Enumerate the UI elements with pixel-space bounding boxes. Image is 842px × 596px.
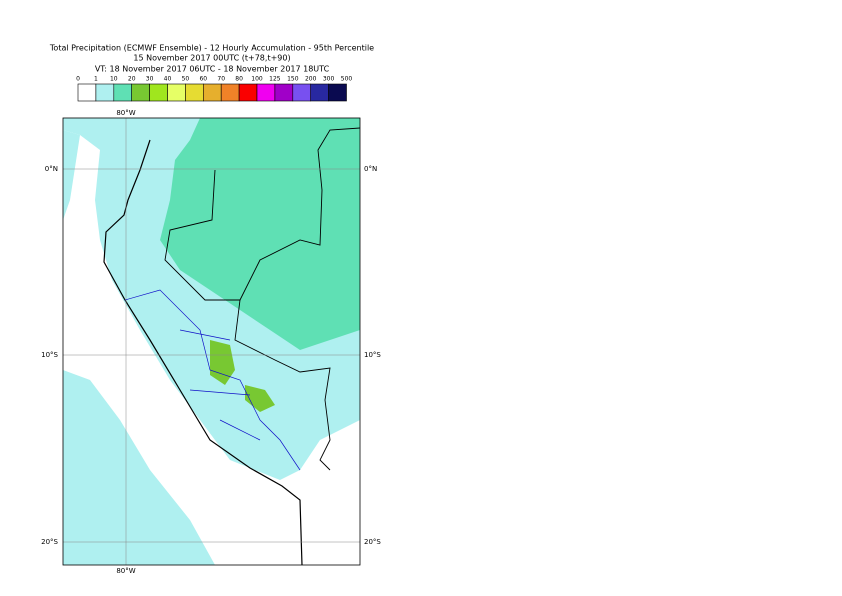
colorbar-label: 1 xyxy=(94,76,98,83)
precip-light xyxy=(63,370,215,565)
colorbar-label: 0 xyxy=(76,76,80,83)
lat-label: 20°S xyxy=(364,538,381,546)
colorbar-label: 70 xyxy=(217,76,225,83)
colorbar-label: 125 xyxy=(269,76,281,83)
colorbar-label: 500 xyxy=(341,76,353,83)
colorbar-swatch xyxy=(292,83,311,102)
colorbar-swatch xyxy=(256,83,276,102)
lat-label: 0°N xyxy=(364,165,377,173)
colorbar-label: 200 xyxy=(305,76,317,83)
colorbar-swatch xyxy=(113,83,133,102)
title-line: VT: 18 November 2017 06UTC - 18 November… xyxy=(95,65,330,74)
lat-label: 20°S xyxy=(41,538,58,546)
title-line: 15 November 2017 00UTC (t+78,t+90) xyxy=(133,54,290,63)
colorbar-label: 100 xyxy=(251,76,263,83)
precip-heavy xyxy=(210,340,235,385)
colorbar-label: 60 xyxy=(199,76,207,83)
colorbar-swatch xyxy=(328,83,347,102)
colorbar-swatch xyxy=(149,83,168,102)
lat-label: 10°S xyxy=(41,351,58,359)
colorbar-swatch xyxy=(185,83,204,102)
colorbar-label: 150 xyxy=(287,76,299,83)
colorbar-swatch xyxy=(131,83,150,102)
colorbar-label: 300 xyxy=(323,76,335,83)
colorbar-swatch xyxy=(203,83,222,102)
map: 80°W 80°W 0°N 0°N 10°S 10°S 20°S 20°S xyxy=(41,109,381,575)
colorbar-swatch xyxy=(95,83,115,102)
border xyxy=(234,299,331,471)
colorbar-label: 30 xyxy=(146,76,154,83)
region-border xyxy=(124,289,301,471)
grid-line xyxy=(63,118,360,565)
border xyxy=(164,127,360,301)
precip-moderate xyxy=(160,118,360,350)
colorbar-swatch xyxy=(77,83,97,102)
colorbar-label: 50 xyxy=(182,76,190,83)
colorbar-swatch xyxy=(167,83,186,102)
lat-label: 10°S xyxy=(364,351,381,359)
colorbar-swatch xyxy=(274,83,294,102)
lon-label: 80°W xyxy=(116,109,135,117)
colorbar-label: 80 xyxy=(235,76,243,83)
colorbar-label: 40 xyxy=(164,76,172,83)
colorbar: 0 1 10 20 30 40 50 60 70 80 100 125 150 200 300 500 xyxy=(76,76,352,102)
colorbar-swatch xyxy=(310,83,329,102)
colorbar-label: 10 xyxy=(110,76,118,83)
lat-label: 0°N xyxy=(45,165,58,173)
precip-light xyxy=(63,130,80,220)
colorbar-swatch xyxy=(238,83,258,102)
lon-label: 80°W xyxy=(116,567,135,575)
colorbar-label: 20 xyxy=(128,76,136,83)
coastline xyxy=(103,139,303,565)
title-line: Total Precipitation (ECMWF Ensemble) - 1… xyxy=(49,44,374,53)
map-frame xyxy=(62,117,361,566)
colorbar-swatch xyxy=(220,83,240,102)
